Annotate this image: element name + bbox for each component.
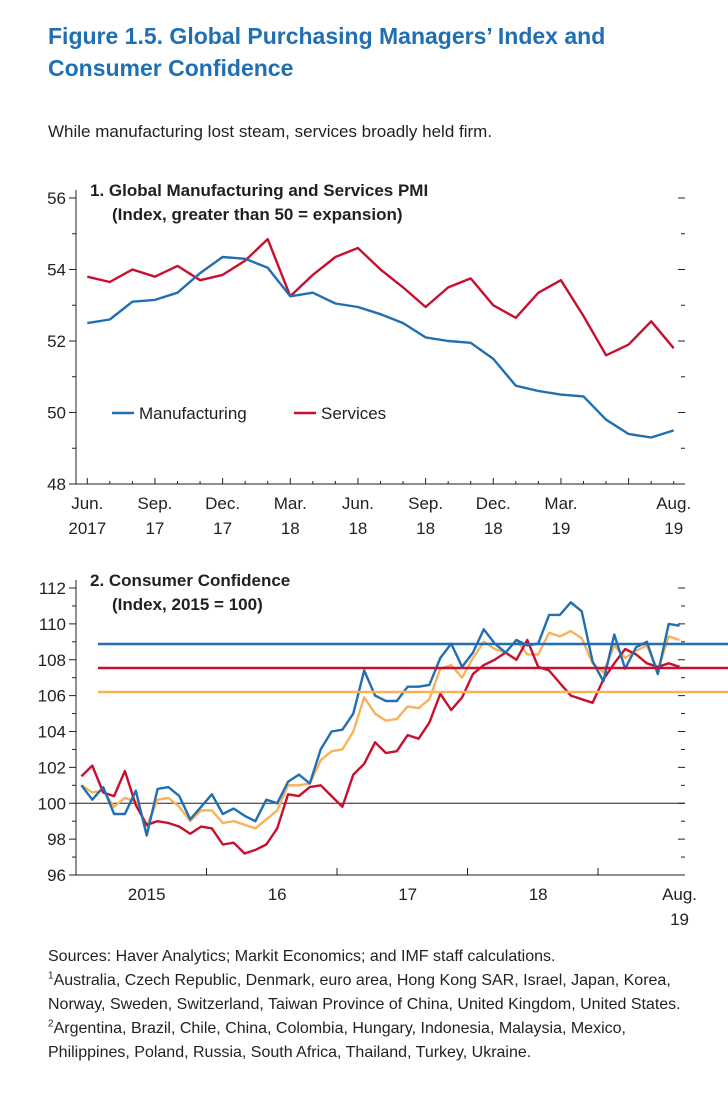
legend-label: Services — [321, 404, 386, 423]
footnote-2-text: Argentina, Brazil, Chile, China, Colombi… — [48, 1020, 626, 1061]
x-tick-label: Mar. — [544, 494, 577, 513]
x-tick-label: Dec. — [205, 494, 240, 513]
x-tick-year-label: 19 — [551, 519, 570, 538]
panel-1-title: 1. Global Manufacturing and Services PMI — [90, 181, 428, 200]
x-tick-year-label: 19 — [664, 519, 683, 538]
x-tick-year-label: 18 — [416, 519, 435, 538]
y-tick-label: 112 — [39, 579, 66, 598]
y-tick-label: 110 — [39, 615, 66, 634]
footnote-2: 2Argentina, Brazil, Chile, China, Colomb… — [48, 1017, 708, 1065]
series-line-advanced-economies — [80, 601, 680, 837]
x-tick-year-label: 17 — [145, 519, 164, 538]
series-line-emerging-market-economies — [80, 638, 680, 855]
x-tick-label: Jun. — [342, 494, 374, 513]
footnote-1: 1Australia, Czech Republic, Denmark, eur… — [48, 969, 708, 1017]
y-tick-label: 98 — [47, 830, 66, 849]
x-tick-label: Aug. — [656, 494, 691, 513]
figure-subtitle: While manufacturing lost steam, services… — [48, 122, 493, 141]
y-tick-label: 96 — [47, 866, 66, 885]
x-tick-label: Sep. — [137, 494, 172, 513]
series-line-world — [80, 629, 680, 830]
x-tick-label: 2015 — [128, 885, 166, 904]
series-line-manufacturing — [87, 255, 675, 439]
y-tick-label: 102 — [38, 758, 66, 777]
sources-note: Sources: Haver Analytics; Markit Economi… — [48, 948, 556, 965]
x-tick-year-label: 18 — [484, 519, 503, 538]
figure-title-line-2: Consumer Confidence — [48, 55, 294, 81]
y-tick-label: 56 — [47, 189, 66, 208]
x-tick-label: Mar. — [274, 494, 307, 513]
footnote-1-text: Australia, Czech Republic, Denmark, euro… — [48, 972, 681, 1013]
series-line-services — [87, 237, 675, 357]
figure-notes: Sources: Haver Analytics; Markit Economi… — [48, 945, 708, 1065]
x-tick-year-label: 18 — [281, 519, 300, 538]
y-tick-label: 48 — [47, 475, 66, 494]
x-tick-label: 18 — [529, 885, 548, 904]
y-tick-label: 52 — [47, 332, 66, 351]
x-tick-year-label: 17 — [213, 519, 232, 538]
panel-2-subtitle: (Index, 2015 = 100) — [112, 595, 263, 614]
x-tick-label: 16 — [268, 885, 287, 904]
panel-2-title: 2. Consumer Confidence — [90, 571, 290, 590]
figure-title-line-1: Figure 1.5. Global Purchasing Managers’ … — [48, 23, 606, 49]
x-tick-label: 17 — [398, 885, 417, 904]
x-tick-label: Dec. — [476, 494, 511, 513]
x-tick-label: Aug. — [662, 885, 697, 904]
y-tick-label: 54 — [47, 261, 66, 280]
x-tick-label: Jun. — [71, 494, 103, 513]
footnote-1-mark: 1 — [48, 970, 54, 982]
y-tick-label: 50 — [47, 404, 66, 423]
legend-label: Manufacturing — [139, 404, 247, 423]
consumer-confidence-chart: 96 98 100 102 104 106 108 110 112 2015 16 17 18 Aug. 1… — [38, 571, 728, 929]
x-tick-year-label: 19 — [670, 910, 689, 929]
y-tick-label: 106 — [38, 687, 66, 706]
figure-title: Figure 1.5. Global Purchasing Managers’ … — [48, 20, 708, 84]
y-tick-label: 104 — [38, 723, 66, 742]
pmi-chart: 48 50 52 54 56 Jun. 2017 Sep. 17 Dec. 17 Mar. 18 Jun.… — [47, 181, 691, 538]
x-tick-label: Sep. — [408, 494, 443, 513]
x-tick-year-label: 18 — [348, 519, 367, 538]
y-tick-label: 100 — [38, 794, 66, 813]
panel-1-subtitle: (Index, greater than 50 = expansion) — [112, 205, 403, 224]
footnote-2-mark: 2 — [48, 1018, 54, 1030]
x-tick-year-label: 2017 — [68, 519, 106, 538]
y-tick-label: 108 — [38, 651, 66, 670]
